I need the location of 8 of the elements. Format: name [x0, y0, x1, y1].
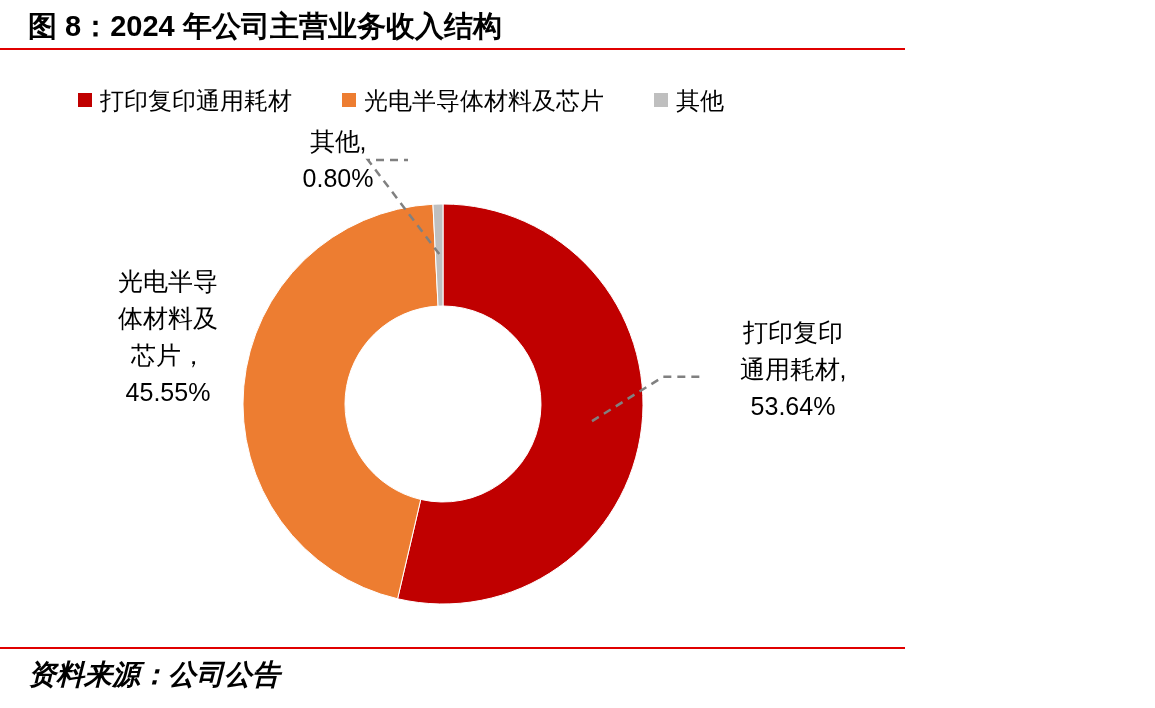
- data-label: 其他, 0.80%: [302, 127, 374, 192]
- legend-label: 光电半导体材料及芯片: [364, 87, 604, 114]
- chart-title: 图 8：2024 年公司主营业务收入结构: [28, 10, 502, 42]
- legend-label: 打印复印通用耗材: [99, 87, 292, 114]
- data-label: 光电半导体材料及芯片，45.55%: [118, 267, 218, 407]
- legend-label: 其他: [676, 87, 724, 114]
- text: 资料来源：公司公告: [28, 659, 283, 690]
- data-label: 打印复印通用耗材, 53.64%: [739, 317, 847, 420]
